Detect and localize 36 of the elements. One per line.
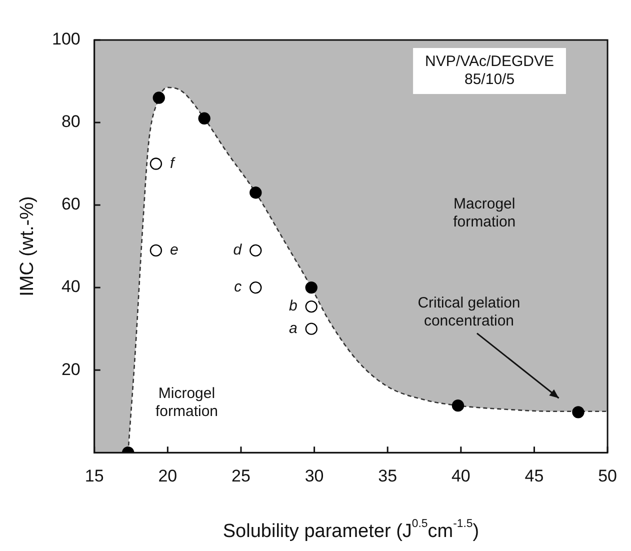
- x-tick-label: 20: [158, 466, 178, 486]
- annotation: Macrogel formation: [453, 195, 516, 230]
- x-tick-label: 50: [598, 466, 618, 486]
- point: [250, 281, 262, 294]
- y-tick-label: 20: [61, 360, 80, 379]
- annotation: d: [233, 242, 242, 259]
- point: [572, 406, 584, 418]
- annotation: c: [234, 278, 242, 296]
- x-tick-label: 45: [524, 466, 544, 486]
- x-tick-label: 30: [304, 466, 324, 486]
- point: [250, 244, 262, 257]
- annotation: b: [289, 298, 298, 315]
- point: [150, 244, 162, 257]
- y-tick-label: 80: [61, 112, 80, 132]
- y-tick-label: 40: [61, 277, 80, 296]
- y-tick-label: 60: [61, 194, 80, 214]
- y-axis-title: IMC (wt.-%): [17, 196, 38, 296]
- annotation: f: [170, 154, 176, 172]
- point: [198, 112, 210, 124]
- point: [152, 92, 165, 104]
- annotation: Microgel formation: [155, 385, 218, 420]
- point: [305, 300, 318, 313]
- annotation: a: [289, 320, 298, 337]
- y-tick-label: 100: [52, 30, 80, 49]
- point: [305, 322, 318, 335]
- point: [250, 186, 262, 199]
- point: [452, 399, 464, 412]
- annotation: NVP/VAc/DEGDVE 85/10/5: [425, 53, 554, 88]
- point: [305, 281, 318, 294]
- annotation: Critical gelation concentration: [418, 294, 520, 330]
- x-tick-label: 35: [378, 466, 398, 486]
- x-tick-label: 15: [84, 466, 104, 486]
- x-tick-label: 40: [451, 466, 470, 486]
- x-tick-label: 25: [232, 466, 250, 486]
- point: [150, 158, 162, 170]
- annotation: e: [170, 242, 178, 259]
